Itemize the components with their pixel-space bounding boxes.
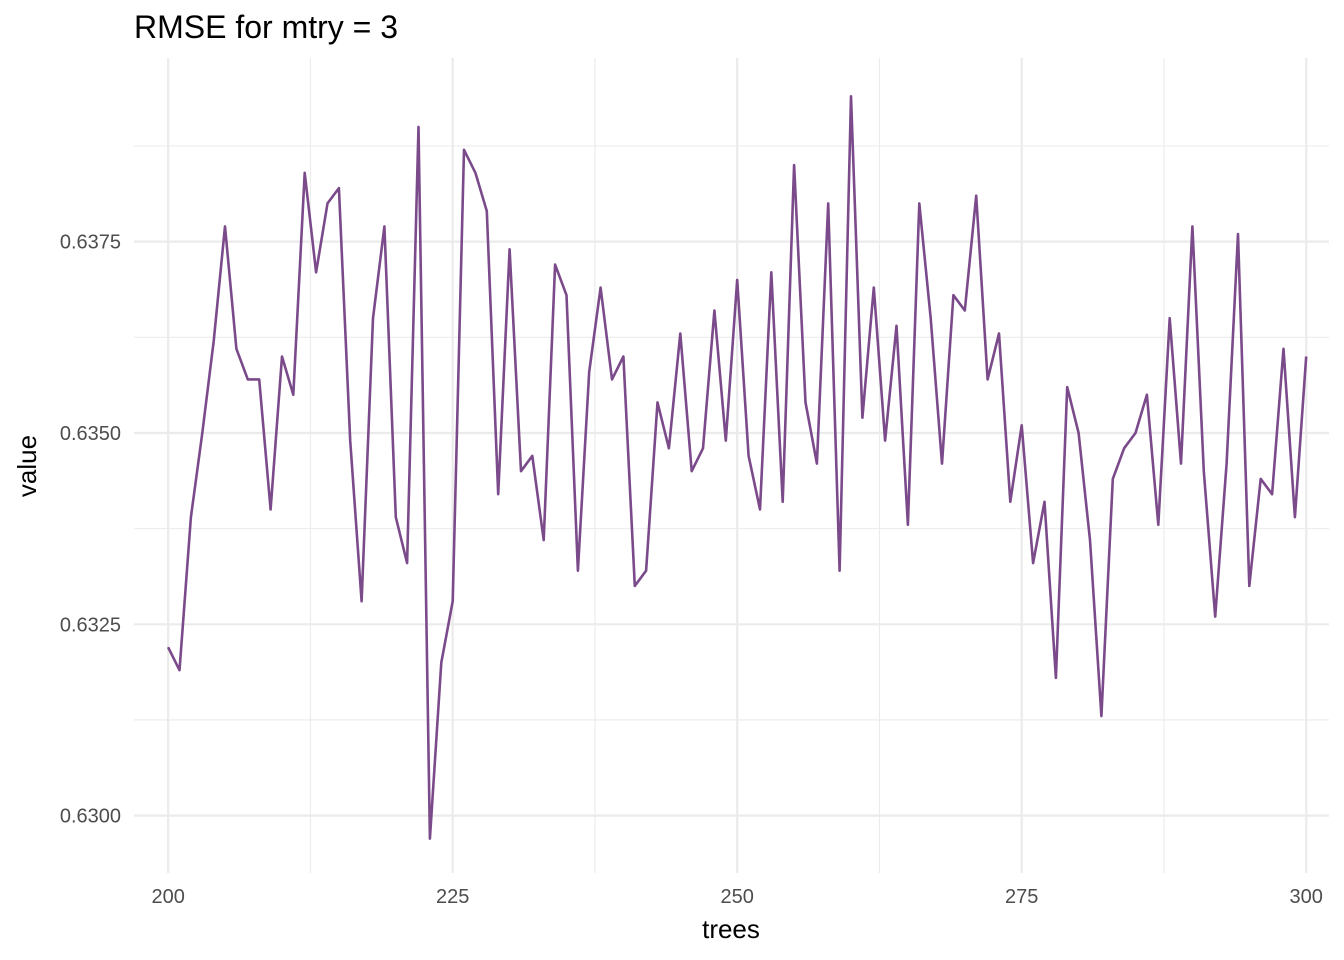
chart-title: RMSE for mtry = 3 xyxy=(134,9,398,45)
y-tick-label: 0.6300 xyxy=(60,806,121,828)
series-layer xyxy=(166,95,1308,840)
x-tick-label: 275 xyxy=(1005,886,1038,908)
x-tick-label: 300 xyxy=(1290,886,1323,908)
y-tick-label: 0.6350 xyxy=(60,423,121,445)
x-tick-label: 225 xyxy=(436,886,469,908)
y-tick-label: 0.6325 xyxy=(60,614,121,636)
minor-gridlines xyxy=(134,58,1329,873)
x-axis-tick-labels: 200 225 250 275 300 xyxy=(151,886,1322,908)
y-tick-label: 0.6375 xyxy=(60,232,121,254)
x-tick-label: 250 xyxy=(721,886,754,908)
y-axis-tick-labels: 0.6300 0.6325 0.6350 0.6375 xyxy=(60,232,121,828)
x-tick-label: 200 xyxy=(151,886,184,908)
series-line xyxy=(166,95,1308,840)
major-gridlines xyxy=(134,58,1329,873)
x-axis-title: trees xyxy=(702,914,760,944)
y-axis-title: value xyxy=(12,435,42,497)
